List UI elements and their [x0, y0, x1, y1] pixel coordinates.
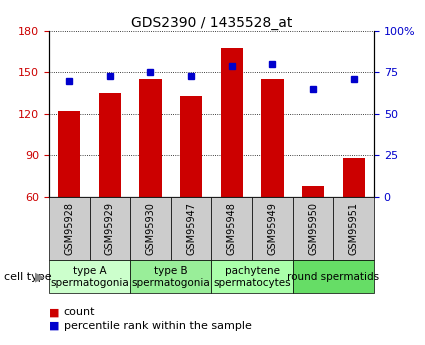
- Text: round spermatids: round spermatids: [287, 272, 380, 282]
- Text: cell type: cell type: [4, 272, 52, 282]
- Bar: [261, 79, 283, 197]
- Title: GDS2390 / 1435528_at: GDS2390 / 1435528_at: [131, 16, 292, 30]
- Text: type A
spermatogonia: type A spermatogonia: [50, 266, 129, 288]
- Text: GSM95951: GSM95951: [348, 202, 359, 255]
- Text: ■: ■: [49, 307, 60, 317]
- Text: GSM95949: GSM95949: [267, 202, 278, 255]
- Bar: [180, 96, 202, 197]
- Text: count: count: [64, 307, 95, 317]
- Text: GSM95948: GSM95948: [227, 202, 237, 255]
- Text: GSM95929: GSM95929: [105, 202, 115, 255]
- Bar: [139, 79, 162, 197]
- Text: type B
spermatogonia: type B spermatogonia: [131, 266, 210, 288]
- Bar: [58, 111, 80, 197]
- Text: GSM95930: GSM95930: [145, 202, 156, 255]
- Text: percentile rank within the sample: percentile rank within the sample: [64, 321, 252, 331]
- Text: ▶: ▶: [35, 270, 44, 283]
- Bar: [99, 93, 121, 197]
- Text: GSM95928: GSM95928: [64, 202, 74, 255]
- Bar: [302, 186, 324, 197]
- Bar: [343, 158, 365, 197]
- Text: ■: ■: [49, 321, 60, 331]
- Text: GSM95947: GSM95947: [186, 202, 196, 255]
- Text: pachytene
spermatocytes: pachytene spermatocytes: [213, 266, 291, 288]
- Text: GSM95950: GSM95950: [308, 202, 318, 255]
- Bar: [221, 48, 243, 197]
